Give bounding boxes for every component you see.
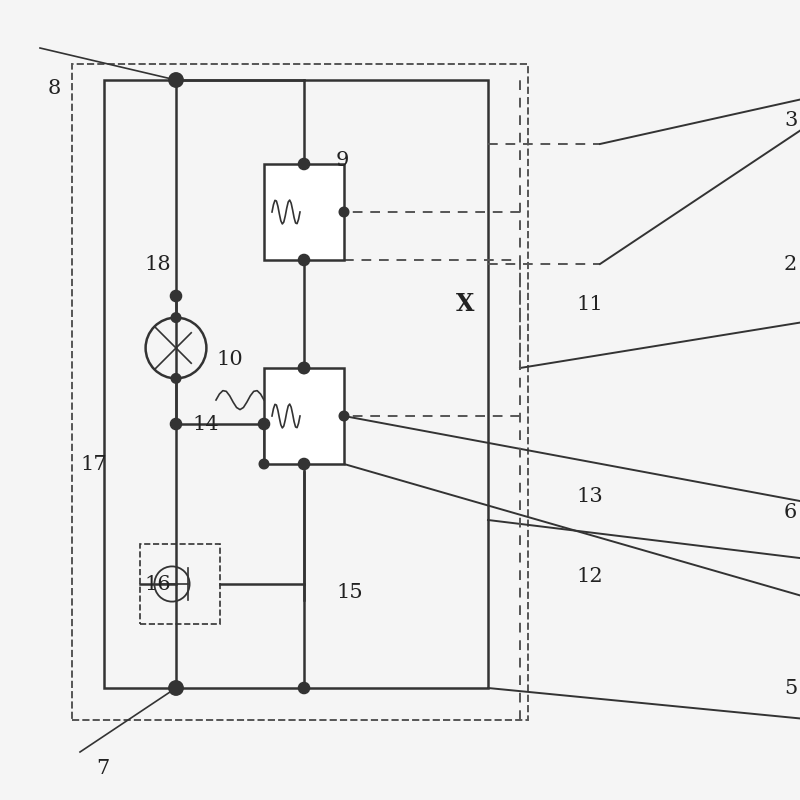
Bar bbox=[140, 544, 220, 624]
Text: 12: 12 bbox=[576, 566, 602, 586]
Text: 18: 18 bbox=[144, 254, 170, 274]
Text: 15: 15 bbox=[336, 582, 362, 602]
Text: 11: 11 bbox=[576, 294, 602, 314]
Text: 2: 2 bbox=[784, 254, 798, 274]
Circle shape bbox=[298, 362, 310, 374]
Bar bbox=[264, 164, 344, 260]
Circle shape bbox=[170, 290, 182, 302]
Text: 5: 5 bbox=[784, 678, 798, 698]
Bar bbox=[264, 368, 344, 464]
Text: 17: 17 bbox=[80, 454, 106, 474]
Circle shape bbox=[169, 73, 183, 87]
Circle shape bbox=[169, 681, 183, 695]
Circle shape bbox=[259, 459, 269, 469]
Circle shape bbox=[258, 418, 270, 430]
Text: 3: 3 bbox=[784, 110, 798, 130]
Circle shape bbox=[170, 418, 182, 430]
Circle shape bbox=[298, 362, 310, 374]
Text: 7: 7 bbox=[96, 758, 110, 778]
Circle shape bbox=[171, 374, 181, 383]
Text: 10: 10 bbox=[216, 350, 242, 370]
Text: 16: 16 bbox=[144, 574, 170, 594]
Text: 14: 14 bbox=[192, 414, 218, 434]
Text: 8: 8 bbox=[48, 78, 62, 98]
Circle shape bbox=[298, 254, 310, 266]
Circle shape bbox=[298, 682, 310, 694]
Text: X: X bbox=[456, 292, 474, 316]
Circle shape bbox=[339, 411, 349, 421]
Circle shape bbox=[171, 313, 181, 322]
Text: 9: 9 bbox=[336, 150, 350, 170]
Text: 6: 6 bbox=[784, 502, 798, 522]
Text: 13: 13 bbox=[576, 486, 602, 506]
Circle shape bbox=[339, 207, 349, 217]
Circle shape bbox=[298, 158, 310, 170]
Circle shape bbox=[298, 458, 310, 470]
